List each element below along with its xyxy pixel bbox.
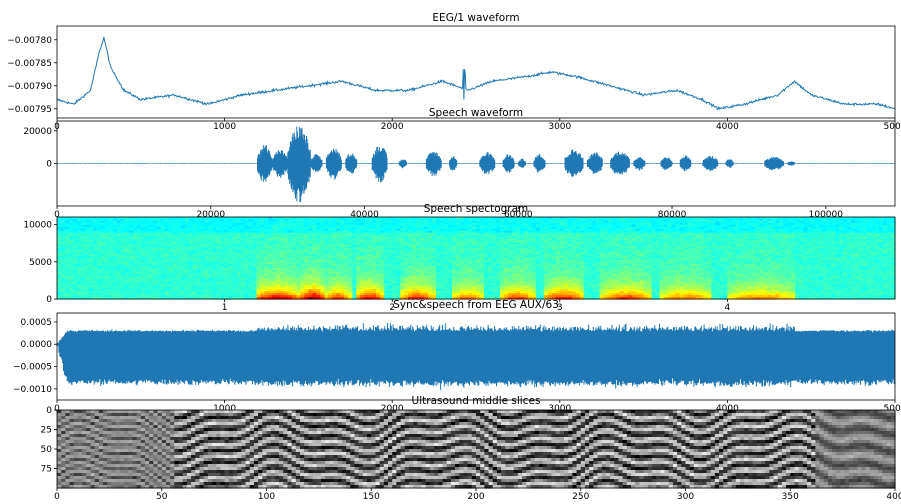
ultrasound-panel: Ultrasound middle slices 0 50 100 150 200 250… bbox=[41, 395, 901, 502]
y-tick-label: −0.00795 bbox=[7, 105, 52, 115]
x-tick-label: 50 bbox=[156, 492, 168, 502]
x-tick-label: 300 bbox=[677, 492, 694, 502]
panel-title: Ultrasound middle slices bbox=[412, 395, 541, 407]
x-tick-label: 4 bbox=[725, 303, 731, 313]
x-tick-label: 100 bbox=[258, 492, 275, 502]
x-tick-label: 4000 bbox=[716, 404, 739, 414]
x-tick-label: 5000 bbox=[884, 122, 901, 132]
y-tick-label: 0.0005 bbox=[21, 318, 53, 328]
x-tick-label: 400 bbox=[886, 492, 901, 502]
panel-title: Speech spectogram bbox=[424, 203, 529, 215]
x-tick-label: 0 bbox=[54, 492, 60, 502]
y-tick-label: 50 bbox=[41, 445, 53, 455]
x-tick-label: 0 bbox=[54, 404, 60, 414]
y-tick-label: 20000 bbox=[23, 127, 52, 137]
sync-speech-panel: Sync&speech from EEG AUX/63 0 1000 2000 300… bbox=[13, 299, 901, 414]
speech-spectrogram-panel: Speech spectogram 1 2 3 4 10000 5000 0 bbox=[23, 203, 896, 313]
x-tick-label: 2000 bbox=[381, 122, 404, 132]
spectrogram-image bbox=[57, 217, 896, 300]
y-tick-label: 75 bbox=[41, 465, 52, 475]
x-tick-label: 250 bbox=[572, 492, 589, 502]
y-tick-label: 25 bbox=[41, 426, 52, 436]
x-tick-label: 80000 bbox=[658, 210, 687, 220]
x-tick-label: 3 bbox=[557, 303, 563, 313]
y-tick-label: 0.0000 bbox=[21, 340, 53, 350]
y-tick-label: 10000 bbox=[23, 221, 52, 231]
y-tick-label: −0.00785 bbox=[7, 59, 52, 69]
speech-waveform-panel: Speech waveform 0 20000 40000 60000 80000 100… bbox=[23, 107, 896, 220]
x-tick-label: 100000 bbox=[809, 210, 844, 220]
x-tick-label: 3000 bbox=[548, 404, 571, 414]
x-tick-label: 20000 bbox=[196, 210, 225, 220]
panel-title: EEG/1 waveform bbox=[432, 12, 519, 24]
x-tick-label: 0 bbox=[54, 210, 60, 220]
speech-series-line bbox=[57, 126, 895, 203]
x-tick-label: 4000 bbox=[716, 122, 739, 132]
y-tick-label: −0.00790 bbox=[7, 82, 52, 92]
eeg-series-line bbox=[57, 36, 895, 111]
x-tick-label: 1000 bbox=[213, 122, 236, 132]
axes-frame bbox=[56, 25, 896, 119]
y-tick-label: −0.0005 bbox=[13, 363, 52, 373]
y-tick-label: 0 bbox=[46, 295, 52, 305]
x-tick-label: 150 bbox=[363, 492, 380, 502]
x-tick-label: 200 bbox=[467, 492, 484, 502]
axes-frame bbox=[56, 312, 896, 401]
y-tick-label: −0.00780 bbox=[7, 36, 52, 46]
x-tick-label: 60000 bbox=[504, 210, 533, 220]
panel-title: Sync&speech from EEG AUX/63 bbox=[393, 299, 559, 311]
panel-title: Speech waveform bbox=[429, 107, 523, 119]
x-tick-label: 40000 bbox=[350, 210, 379, 220]
x-tick-label: 1000 bbox=[213, 404, 236, 414]
x-tick-label: 2 bbox=[389, 303, 395, 313]
axes-frame bbox=[56, 216, 896, 300]
x-tick-label: 5000 bbox=[884, 404, 901, 414]
y-tick-label: 5000 bbox=[29, 258, 52, 268]
ultrasound-image bbox=[57, 410, 896, 489]
x-tick-label: 350 bbox=[782, 492, 799, 502]
y-tick-label: 0 bbox=[46, 406, 52, 416]
y-tick-label: −0.0010 bbox=[13, 385, 52, 395]
x-tick-label: 2000 bbox=[381, 404, 404, 414]
x-tick-label: 1 bbox=[222, 303, 228, 313]
sync-series-line bbox=[57, 323, 895, 390]
x-tick-label: 3000 bbox=[548, 122, 571, 132]
y-tick-label: 0 bbox=[46, 160, 52, 170]
